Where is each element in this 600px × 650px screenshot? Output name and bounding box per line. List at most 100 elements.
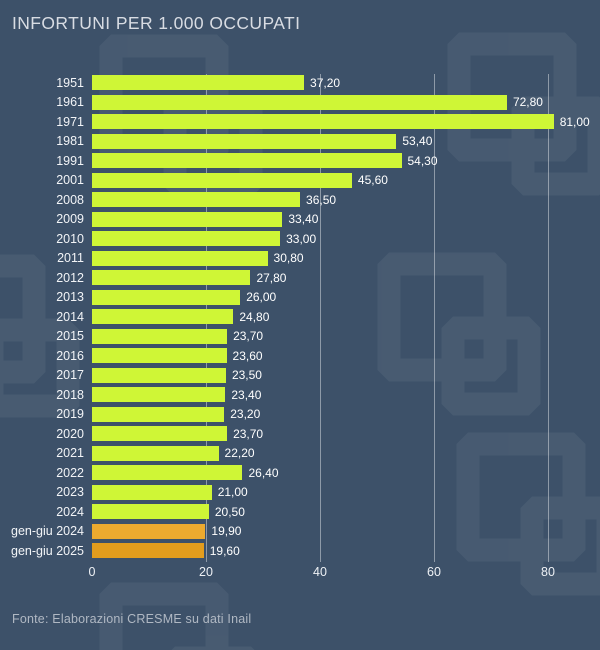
value-label: 19,60: [209, 543, 240, 558]
x-axis-tick-label: 20: [199, 565, 213, 579]
bar-row: 2018 23,40: [0, 385, 600, 405]
category-label: 2010: [56, 231, 84, 246]
value-label: 45,60: [357, 173, 388, 188]
bar[interactable]: [92, 504, 209, 520]
bar[interactable]: [92, 250, 268, 266]
value-label: 26,40: [248, 465, 279, 480]
bar-row: 1991 54,30: [0, 151, 600, 171]
value-label: 53,40: [402, 134, 433, 149]
bar[interactable]: [92, 75, 305, 91]
category-label: 2020: [56, 426, 84, 441]
bar[interactable]: [92, 270, 251, 286]
category-label: 2009: [56, 212, 84, 227]
bar-row: gen-giu 2025 19,60: [0, 541, 600, 561]
source-note: Fonte: Elaborazioni CRESME su dati Inail: [12, 612, 252, 626]
bar-row: 2016 23,60: [0, 346, 600, 366]
x-axis-tick-label: 40: [313, 565, 327, 579]
bar-row: 2010 33,00: [0, 229, 600, 249]
bar-row: 1981 53,40: [0, 132, 600, 152]
value-label: 33,00: [286, 231, 317, 246]
value-label: 23,60: [232, 348, 263, 363]
bar-row: 2008 36,50: [0, 190, 600, 210]
bar[interactable]: [92, 309, 234, 325]
bar[interactable]: [92, 231, 281, 247]
bar[interactable]: [92, 484, 212, 500]
category-label: 2011: [57, 251, 84, 266]
category-label: 2017: [56, 368, 84, 383]
bar[interactable]: [92, 367, 226, 383]
category-label: 2001: [56, 173, 84, 188]
bar-row: 1971 81,00: [0, 112, 600, 132]
category-label: 2024: [56, 504, 84, 519]
category-label: 1981: [56, 134, 84, 149]
bar[interactable]: [92, 192, 301, 208]
gridline: [547, 74, 549, 562]
value-label: 30,80: [273, 251, 304, 266]
bar-row: 1951 37,20: [0, 73, 600, 93]
value-label: 81,00: [559, 114, 590, 129]
bar-row: 2023 21,00: [0, 483, 600, 503]
category-label: 2013: [56, 290, 84, 305]
x-axis-tick-label: 80: [541, 565, 555, 579]
bar-row: 2012 27,80: [0, 268, 600, 288]
value-label: 37,20: [310, 75, 341, 90]
value-label: 27,80: [256, 270, 287, 285]
bar-row: 2009 33,40: [0, 210, 600, 230]
value-label: 21,00: [217, 485, 248, 500]
value-label: 33,40: [288, 212, 319, 227]
bar[interactable]: [92, 133, 397, 149]
bar-row: 2020 23,70: [0, 424, 600, 444]
bar[interactable]: [92, 348, 227, 364]
category-label: gen-giu 2025: [11, 543, 84, 558]
bar[interactable]: [92, 426, 228, 442]
category-label: 1961: [56, 95, 84, 110]
value-label: 20,50: [214, 504, 245, 519]
value-label: 26,00: [246, 290, 277, 305]
bar[interactable]: [92, 114, 554, 130]
value-label: 23,20: [230, 407, 261, 422]
value-label: 19,90: [211, 524, 242, 539]
x-axis-tick-label: 0: [88, 565, 96, 579]
category-label: 2022: [56, 465, 84, 480]
bar[interactable]: [92, 406, 225, 422]
bar[interactable]: [92, 387, 226, 403]
bar[interactable]: [92, 523, 206, 539]
bar-row: 2011 30,80: [0, 249, 600, 269]
value-label: 23,40: [231, 387, 262, 402]
bar[interactable]: [92, 172, 352, 188]
value-label: 23,70: [233, 329, 264, 344]
bar[interactable]: [92, 543, 204, 559]
gridline: [319, 74, 321, 562]
category-label: 1991: [56, 153, 84, 168]
bar-row: 2024 20,50: [0, 502, 600, 522]
bar[interactable]: [92, 153, 402, 169]
category-label: gen-giu 2024: [11, 524, 84, 539]
x-axis-tick-label: 60: [427, 565, 441, 579]
category-label: 1951: [56, 75, 84, 90]
category-label: 2023: [56, 485, 84, 500]
bar-row: 2015 23,70: [0, 327, 600, 347]
bar[interactable]: [92, 289, 241, 305]
category-label: 2014: [56, 309, 84, 324]
value-label: 24,80: [239, 309, 270, 324]
gridline: [433, 74, 435, 562]
category-label: 2021: [56, 446, 84, 461]
value-label: 54,30: [407, 153, 438, 168]
bar-row: 2021 22,20: [0, 444, 600, 464]
category-label: 2015: [56, 329, 84, 344]
bar-row: 2001 45,60: [0, 171, 600, 191]
value-label: 23,50: [231, 368, 262, 383]
bar[interactable]: [92, 328, 228, 344]
bar[interactable]: [92, 465, 243, 481]
chart-title: INFORTUNI PER 1.000 OCCUPATI: [12, 13, 301, 33]
x-axis: 0 20 40 60 80: [0, 565, 600, 581]
bar[interactable]: [92, 94, 507, 110]
bar-row: 2014 24,80: [0, 307, 600, 327]
bar[interactable]: [92, 445, 219, 461]
bar-row: 1961 72,80: [0, 93, 600, 113]
bar[interactable]: [92, 211, 283, 227]
bar-row: 2022 26,40: [0, 463, 600, 483]
value-label: 23,70: [233, 426, 264, 441]
category-label: 2019: [56, 407, 84, 422]
